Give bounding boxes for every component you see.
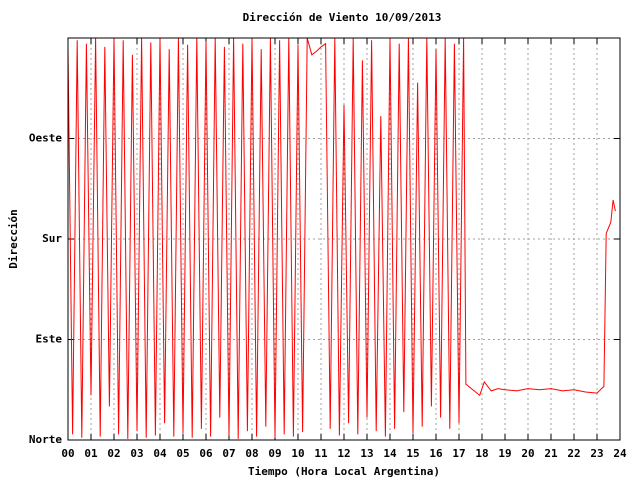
- x-tick-label: 01: [84, 447, 98, 460]
- x-tick-label: 18: [475, 447, 488, 460]
- x-tick-label: 15: [406, 447, 419, 460]
- x-tick-label: 24: [613, 447, 627, 460]
- plot-border: [67, 37, 621, 441]
- x-tick-label: 19: [498, 447, 511, 460]
- x-tick-label: 20: [521, 447, 534, 460]
- y-tick-label: Norte: [29, 433, 62, 446]
- x-tick-label: 07: [222, 447, 235, 460]
- x-tick-label: 06: [199, 447, 213, 460]
- x-tick-label: 03: [130, 447, 143, 460]
- y-tick-label: Este: [36, 333, 63, 346]
- x-tick-label: 00: [61, 447, 74, 460]
- x-tick-label: 04: [153, 447, 167, 460]
- x-tick-label: 08: [245, 447, 258, 460]
- x-tick-label: 22: [567, 447, 580, 460]
- y-tick-label: Sur: [42, 232, 62, 245]
- y-axis-label: Dirección: [7, 209, 20, 269]
- x-tick-label: 17: [452, 447, 465, 460]
- chart-title: Dirección de Viento 10/09/2013: [243, 11, 442, 24]
- x-tick-label: 09: [268, 447, 281, 460]
- x-tick-label: 23: [590, 447, 603, 460]
- x-tick-label: 13: [360, 447, 373, 460]
- x-tick-label: 16: [429, 447, 443, 460]
- x-tick-label: 12: [337, 447, 350, 460]
- x-tick-label: 02: [107, 447, 120, 460]
- x-axis-label: Tiempo (Hora Local Argentina): [248, 465, 440, 478]
- y-tick-label: Oeste: [29, 132, 62, 145]
- x-tick-label: 21: [544, 447, 558, 460]
- x-tick-label: 14: [383, 447, 397, 460]
- x-tick-label: 11: [314, 447, 328, 460]
- x-tick-label: 05: [176, 447, 189, 460]
- data-line: [67, 37, 616, 439]
- x-tick-label: 10: [291, 447, 304, 460]
